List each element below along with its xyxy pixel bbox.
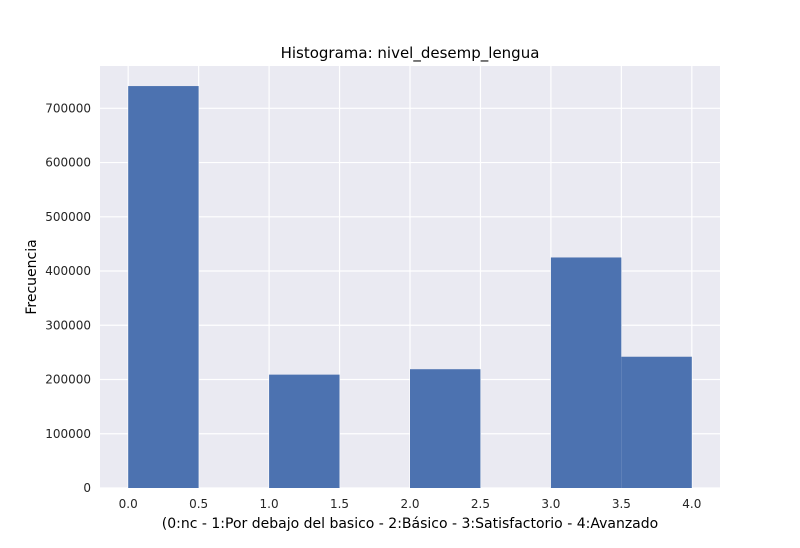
- x-tick-label: 0.0: [119, 497, 138, 511]
- x-tick-label: 0.5: [189, 497, 208, 511]
- histogram-bar: [550, 257, 622, 488]
- y-tick-label: 700000: [45, 101, 91, 115]
- x-tick-label: 1.0: [260, 497, 279, 511]
- y-tick-label: 300000: [45, 318, 91, 332]
- x-tick-label: 3.0: [541, 497, 560, 511]
- histogram-bar: [269, 374, 340, 488]
- y-axis-label: Frecuencia: [24, 239, 40, 314]
- histogram-bar: [621, 356, 692, 488]
- y-tick-label: 100000: [45, 427, 91, 441]
- y-tick-label: 600000: [45, 156, 91, 170]
- x-axis-label: (0:nc - 1:Por debajo del basico - 2:Bási…: [162, 516, 658, 532]
- y-tick-label: 0: [83, 481, 91, 495]
- y-tick-label: 400000: [45, 264, 91, 278]
- x-axis-ticks: 0.0 0.5 1.0 1.5 2.0 2.5 3.0 3.5 4.0: [119, 497, 702, 511]
- histogram-bars: [128, 86, 692, 489]
- histogram-bar: [410, 369, 481, 488]
- y-tick-label: 500000: [45, 210, 91, 224]
- y-axis-ticks: 0 100000 200000 300000 400000 500000 600000 700…: [45, 101, 91, 495]
- x-tick-label: 1.5: [330, 497, 349, 511]
- x-tick-label: 3.5: [612, 497, 631, 511]
- x-tick-label: 4.0: [682, 497, 701, 511]
- histogram-bar: [128, 86, 199, 489]
- x-tick-label: 2.0: [400, 497, 419, 511]
- x-tick-label: 2.5: [471, 497, 490, 511]
- chart-title: Histograma: nivel_desemp_lengua: [281, 44, 540, 63]
- y-tick-label: 200000: [45, 373, 91, 387]
